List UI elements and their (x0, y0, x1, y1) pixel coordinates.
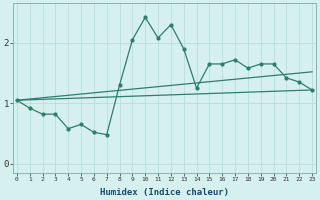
X-axis label: Humidex (Indice chaleur): Humidex (Indice chaleur) (100, 188, 229, 197)
